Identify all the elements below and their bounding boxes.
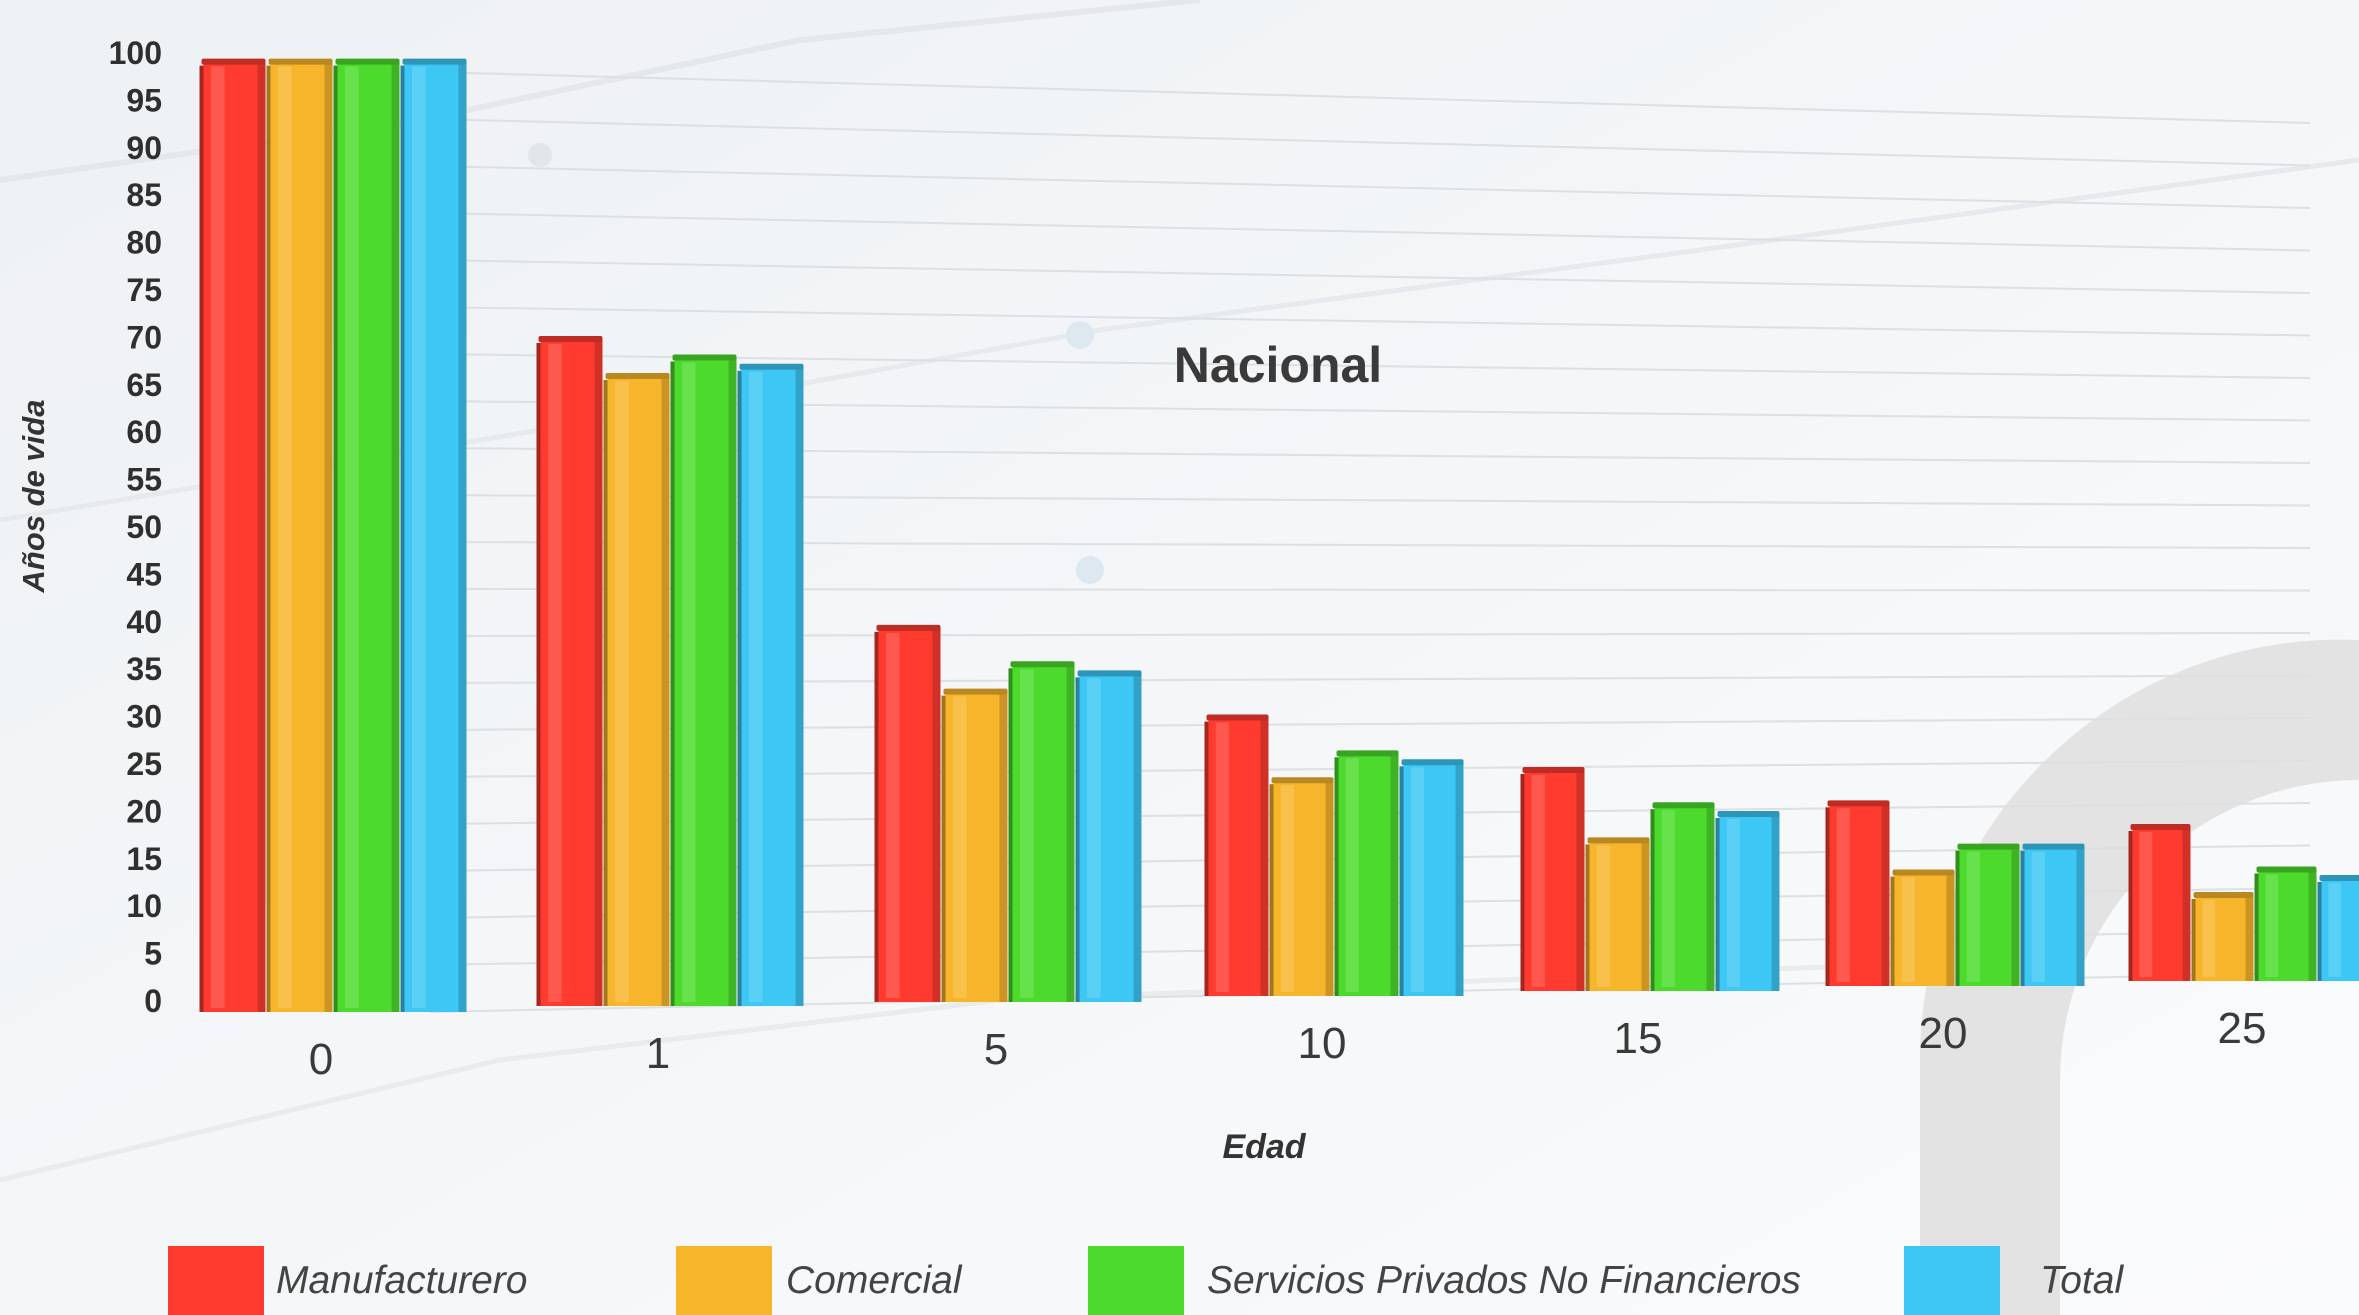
- y-tick-label: 90: [126, 130, 162, 166]
- bar-total-10: [1399, 759, 1464, 996]
- x-axis-label: Edad: [1222, 1128, 1306, 1166]
- legend-label: Total: [2040, 1259, 2124, 1302]
- gridline: [429, 71, 2311, 124]
- y-tick-label: 5: [144, 936, 162, 972]
- bar-manufacturero-20: [1825, 800, 1890, 986]
- legend-label: Comercial: [786, 1259, 963, 1302]
- chart-title: Nacional: [1174, 337, 1382, 393]
- y-tick-label: 10: [126, 888, 162, 924]
- bar-manufacturero-0: [199, 58, 266, 1013]
- background-arc: [1919, 639, 2359, 1315]
- bar-comercial-20: [1890, 869, 1955, 986]
- bar-servicios-privados-no-financieros-5: [1008, 661, 1075, 1002]
- gridline: [429, 306, 2311, 337]
- bar-total-15: [1715, 811, 1780, 991]
- y-tick-label: 75: [126, 272, 162, 308]
- y-tick-label: 85: [126, 177, 162, 213]
- bar-manufacturero-25: [2128, 824, 2191, 981]
- y-tick-label: 25: [126, 746, 162, 782]
- bar-servicios-privados-no-financieros-10: [1334, 750, 1399, 996]
- x-axis-ticks: 0 1 5 10 15 20 25: [309, 1004, 2267, 1084]
- legend-label: Servicios Privados No Financieros: [1207, 1259, 1801, 1302]
- bar-total-0: [400, 58, 467, 1013]
- gridline: [429, 353, 2311, 379]
- legend: Manufacturero Comercial Servicios Privados…: [168, 1246, 2124, 1315]
- legend-swatch: [168, 1246, 264, 1315]
- y-tick-label: 100: [109, 35, 162, 71]
- y-axis-label: Años de vida: [16, 400, 51, 594]
- x-tick-label: 10: [1298, 1019, 1347, 1068]
- gridline: [429, 259, 2311, 294]
- bar-comercial-1: [603, 373, 670, 1006]
- gridline: [429, 212, 2311, 252]
- y-tick-label: 95: [126, 82, 162, 118]
- gridline: [429, 118, 2311, 167]
- y-tick-label: 80: [126, 225, 162, 261]
- x-tick-label: 20: [1919, 1009, 1968, 1058]
- bar-manufacturero-5: [874, 624, 941, 1002]
- gridline: [429, 165, 2311, 209]
- bar-servicios-privados-no-financieros-20: [1955, 843, 2020, 986]
- y-tick-label: 55: [126, 462, 162, 498]
- bar-manufacturero-15: [1520, 767, 1585, 991]
- y-tick-label: 40: [126, 604, 162, 640]
- y-tick-label: 60: [126, 414, 162, 450]
- y-tick-label: 70: [126, 319, 162, 355]
- bar-comercial-5: [941, 688, 1008, 1002]
- x-tick-label: 1: [646, 1029, 670, 1078]
- x-tick-label: 5: [984, 1025, 1008, 1074]
- y-tick-label: 20: [126, 793, 162, 829]
- legend-label: Manufacturero: [276, 1259, 527, 1302]
- legend-item: Total: [1904, 1246, 2124, 1315]
- y-tick-label: 30: [126, 699, 162, 735]
- bar-total-20: [2020, 843, 2085, 986]
- y-tick-label: 65: [126, 367, 162, 403]
- bar-manufacturero-10: [1204, 714, 1269, 996]
- bar-total-5: [1075, 670, 1142, 1002]
- bar-servicios-privados-no-financieros-25: [2254, 866, 2317, 981]
- x-tick-label: 0: [309, 1035, 333, 1084]
- x-tick-label: 15: [1614, 1014, 1663, 1063]
- y-axis-ticks: 0 5 10 15 20 25 30 35 40 45 50 55 60 65 70 75 80 85 90 95 10…: [109, 35, 162, 1019]
- x-tick-label: 25: [2218, 1004, 2267, 1053]
- y-tick-label: 0: [144, 983, 162, 1019]
- bar-comercial-15: [1585, 837, 1650, 991]
- bar-comercial-25: [2191, 892, 2254, 981]
- y-tick-label: 35: [126, 651, 162, 687]
- bar-comercial-10: [1269, 777, 1334, 996]
- bar-servicios-privados-no-financieros-15: [1650, 802, 1715, 991]
- y-tick-label: 15: [126, 841, 162, 877]
- legend-swatch: [1088, 1246, 1184, 1315]
- legend-item: Manufacturero: [168, 1246, 527, 1315]
- legend-swatch: [676, 1246, 772, 1315]
- y-tick-label: 45: [126, 556, 162, 592]
- bar-manufacturero-1: [536, 336, 603, 1006]
- bar-total-25: [2317, 875, 2359, 981]
- bar-servicios-privados-no-financieros-1: [670, 354, 737, 1006]
- y-tick-label: 50: [126, 509, 162, 545]
- bar-comercial-0: [266, 58, 333, 1013]
- legend-swatch: [1904, 1246, 2000, 1315]
- bar-total-1: [737, 363, 804, 1006]
- legend-item: Comercial: [676, 1246, 963, 1315]
- legend-item: Servicios Privados No Financieros: [1088, 1246, 1801, 1315]
- bar-servicios-privados-no-financieros-0: [333, 58, 400, 1013]
- bars-group: [199, 58, 2359, 1013]
